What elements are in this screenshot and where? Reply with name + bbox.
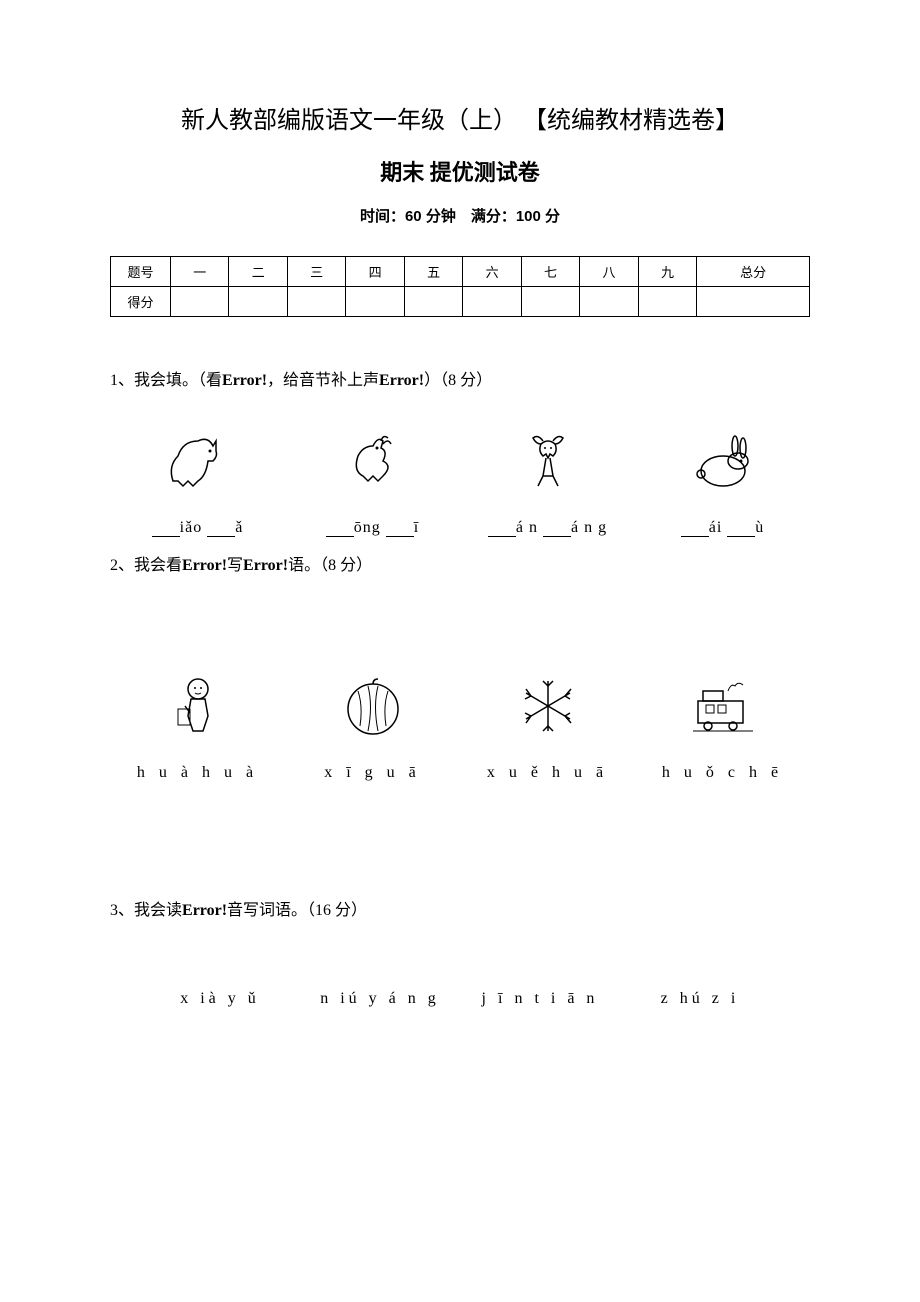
score-2 (229, 287, 287, 317)
score-8 (580, 287, 638, 317)
q1-pinyin-2: ōng ī (326, 519, 419, 537)
pinyin-part: á n (516, 519, 538, 536)
q1-suffix: ）（8 分） (424, 372, 492, 389)
q1-pinyin-3: á n á n g (488, 519, 607, 537)
q1-images-row: iǎo ǎ ōng ī á n á n g ái ù (110, 421, 810, 537)
q1-error2: Error! (379, 372, 424, 389)
q3-pinyin-row: x ià y ǔ n iú y á n g j ī n t i ā n z hú… (110, 990, 810, 1008)
pinyin-part: ái (709, 519, 723, 536)
blank (386, 521, 414, 537)
q1-item-4: ái ù (635, 421, 810, 537)
q1-pinyin-1: iǎo ǎ (152, 519, 244, 537)
question-1: 1、我会填。（看Error!，给音节补上声Error!）（8 分） (110, 367, 810, 396)
goat-icon (503, 421, 593, 501)
blank (152, 521, 180, 537)
q1-pinyin-4: ái ù (681, 519, 765, 537)
score-9 (638, 287, 696, 317)
blank (488, 521, 516, 537)
col-5: 五 (404, 257, 462, 287)
q3-error1: Error! (182, 902, 227, 919)
q1-item-3: á n á n g (460, 421, 635, 537)
score-value-row: 得分 (111, 287, 810, 317)
q2-error2: Error! (243, 557, 288, 574)
rooster-icon (328, 421, 418, 501)
q2-mid: 写 (227, 557, 243, 574)
col-total: 总分 (697, 257, 810, 287)
q1-prefix: 1、我会填。（看 (110, 372, 222, 389)
q1-item-1: iǎo ǎ (110, 421, 285, 537)
col-4: 四 (346, 257, 404, 287)
question-3: 3、我会读Error!音写词语。（16 分） (110, 897, 810, 926)
q2-item-2: x ī g u ā (285, 666, 460, 782)
q2-error1: Error! (182, 557, 227, 574)
col-7: 七 (521, 257, 579, 287)
pinyin-part: ù (755, 519, 764, 536)
col-1: 一 (171, 257, 229, 287)
q2-pinyin-1: h u à h u à (137, 764, 258, 782)
pinyin-part: ī (414, 519, 419, 536)
train-icon (678, 666, 768, 746)
q3-suffix: 音写词语。（16 分） (227, 902, 367, 919)
blank (681, 521, 709, 537)
row-label-score: 得分 (111, 287, 171, 317)
q3-prefix: 3、我会读 (110, 902, 182, 919)
q3-word-3: j ī n t i ā n (460, 990, 620, 1008)
q1-error1: Error! (222, 372, 267, 389)
score-total (697, 287, 810, 317)
score-6 (463, 287, 521, 317)
q2-pinyin-2: x ī g u ā (324, 764, 421, 782)
pinyin-part: iǎo (180, 519, 203, 536)
q2-item-1: h u à h u à (110, 666, 285, 782)
blank (543, 521, 571, 537)
score-3 (287, 287, 345, 317)
score-7 (521, 287, 579, 317)
pinyin-part: á n g (571, 519, 607, 536)
col-9: 九 (638, 257, 696, 287)
child-drawing-icon (153, 666, 243, 746)
q2-images-row: h u à h u à x ī g u ā x u ě h u ā h u ǒ … (110, 666, 810, 782)
q1-item-2: ōng ī (285, 421, 460, 537)
col-2: 二 (229, 257, 287, 287)
horse-icon (153, 421, 243, 501)
q2-pinyin-3: x u ě h u ā (487, 764, 608, 782)
q2-prefix: 2、我会看 (110, 557, 182, 574)
rabbit-icon (678, 421, 768, 501)
score-table: 题号 一 二 三 四 五 六 七 八 九 总分 得分 (110, 256, 810, 317)
pinyin-part: ǎ (235, 519, 243, 536)
q1-mid: ，给音节补上声 (267, 372, 379, 389)
blank (727, 521, 755, 537)
q3-word-4: z hú z i (620, 990, 780, 1008)
snowflake-icon (503, 666, 593, 746)
pinyin-part: ōng (354, 519, 381, 536)
watermelon-icon (328, 666, 418, 746)
title-sub: 期末 提优测试卷 (110, 155, 810, 187)
blank (326, 521, 354, 537)
blank (207, 521, 235, 537)
row-label-number: 题号 (111, 257, 171, 287)
q3-word-1: x ià y ǔ (140, 990, 300, 1008)
q2-item-3: x u ě h u ā (460, 666, 635, 782)
score-5 (404, 287, 462, 317)
col-6: 六 (463, 257, 521, 287)
meta-info: 时间：60 分钟 满分：100 分 (110, 205, 810, 226)
question-2: 2、我会看Error!写Error!语。（8 分） (110, 552, 810, 581)
score-1 (171, 287, 229, 317)
title-main: 新人教部编版语文一年级（上） 【统编教材精选卷】 (110, 100, 810, 135)
q3-word-2: n iú y á n g (300, 990, 460, 1008)
score-4 (346, 287, 404, 317)
q2-suffix: 语。（8 分） (288, 557, 372, 574)
q2-pinyin-4: h u ǒ c h ē (662, 764, 783, 782)
q2-item-4: h u ǒ c h ē (635, 666, 810, 782)
col-8: 八 (580, 257, 638, 287)
score-header-row: 题号 一 二 三 四 五 六 七 八 九 总分 (111, 257, 810, 287)
col-3: 三 (287, 257, 345, 287)
